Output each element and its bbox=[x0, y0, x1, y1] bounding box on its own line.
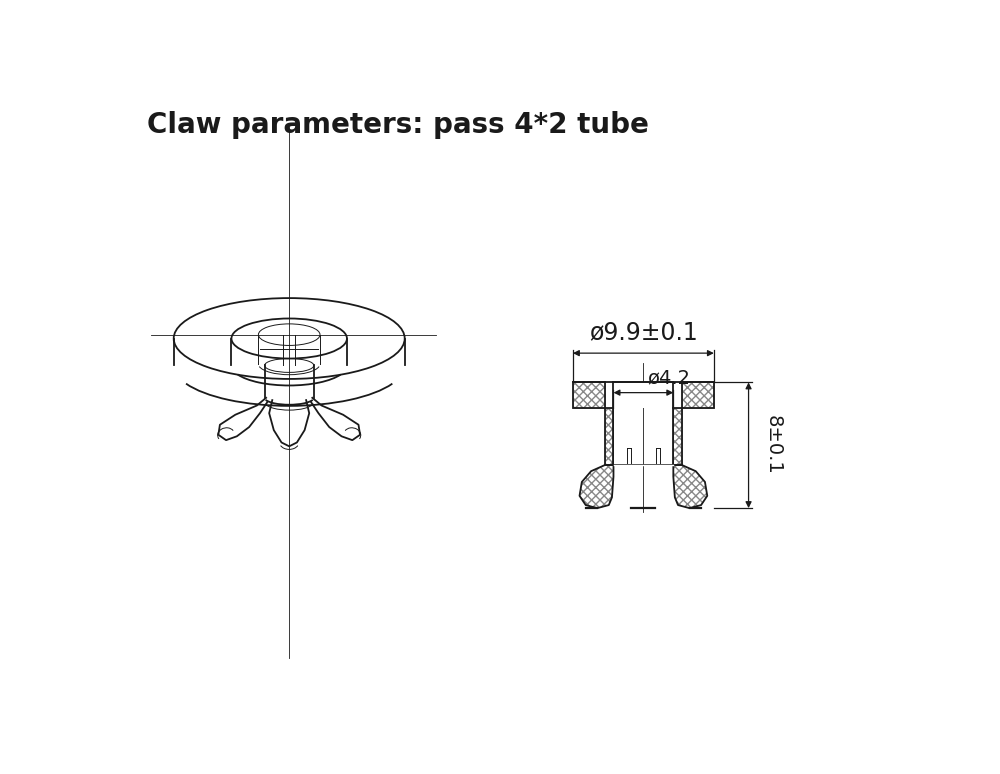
Bar bbox=[613, 382, 673, 408]
Text: ø4.2: ø4.2 bbox=[647, 368, 690, 387]
Text: 8±0.1: 8±0.1 bbox=[764, 416, 783, 475]
Bar bbox=[673, 408, 682, 465]
Bar bbox=[682, 382, 714, 408]
Bar bbox=[573, 382, 605, 408]
Text: Claw parameters: pass 4*2 tube: Claw parameters: pass 4*2 tube bbox=[147, 111, 649, 139]
Bar bbox=[605, 408, 613, 465]
Text: ø9.9±0.1: ø9.9±0.1 bbox=[589, 320, 698, 344]
Bar bbox=[682, 382, 714, 408]
Bar bbox=[573, 382, 605, 408]
Bar bbox=[673, 408, 682, 465]
Bar bbox=[605, 408, 613, 465]
